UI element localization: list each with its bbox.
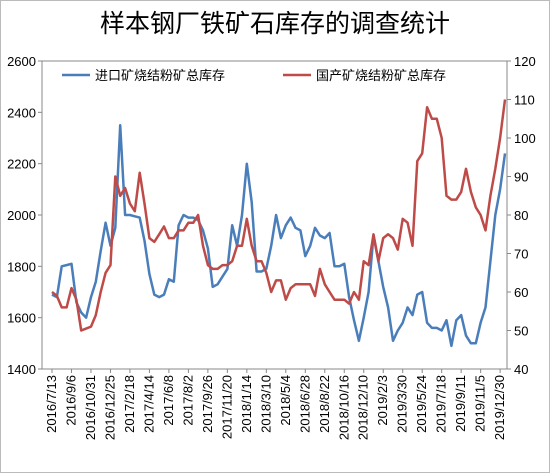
x-tick-label: 2016/9/6 [63,375,78,426]
y2-tick-label: 40 [514,362,528,377]
y2-tick-label: 50 [514,324,528,339]
x-tick-label: 2018/6/28 [297,375,312,433]
legend-label: 进口矿烧结粉矿总库存 [95,68,225,83]
y-tick-label: 2400 [7,105,36,120]
x-tick-label: 2017/4/14 [141,375,156,433]
y2-tick-label: 70 [514,247,528,262]
x-tick-label: 2016/7/13 [44,375,59,433]
x-tick-label: 2019/11/5 [473,375,488,432]
y2-tick-label: 110 [514,93,535,108]
y-tick-label: 1400 [7,362,36,377]
x-tick-label: 2016/10/31 [83,375,98,440]
y2-tick-label: 100 [514,131,536,146]
x-tick-label: 2019/2/3 [375,375,390,426]
x-tick-label: 2018/5/4 [278,375,293,426]
x-tick-label: 2019/3/30 [395,375,410,433]
y2-tick-label: 80 [514,208,528,223]
y-tick-label: 2600 [7,54,36,69]
chart-title: 样本钢厂铁矿石库存的调查统计 [100,10,450,38]
x-tick-label: 2017/11/20 [219,375,234,439]
x-tick-label: 2019/12/30 [492,375,507,440]
y-tick-label: 2000 [7,208,36,223]
series-line [51,99,507,332]
x-tick-label: 2017/6/8 [161,375,176,426]
legend-label: 国产矿烧结粉矿总库存 [316,68,446,83]
x-tick-label: 2017/9/26 [200,375,215,433]
x-tick-label: 2018/12/10 [356,375,371,440]
x-tick-label: 2019/5/24 [414,375,429,433]
y2-tick-label: 120 [514,54,536,69]
y-tick-label: 1600 [7,311,36,326]
y2-tick-label: 60 [514,285,528,300]
series-line [51,123,507,348]
y-tick-label: 1800 [7,259,36,274]
x-tick-label: 2018/3/10 [258,375,273,433]
x-tick-label: 2018/8/22 [317,375,332,433]
x-tick-label: 2017/8/2 [180,375,195,426]
y-tick-label: 2200 [7,157,36,172]
x-tick-label: 2018/10/16 [336,375,351,440]
x-tick-label: 2019/7/18 [434,375,449,433]
x-tick-label: 2016/12/25 [102,375,117,440]
x-tick-label: 2018/1/14 [239,375,254,433]
x-tick-label: 2017/2/18 [122,375,137,433]
x-tick-label: 2019/9/11 [453,375,468,432]
y2-tick-label: 90 [514,170,528,185]
